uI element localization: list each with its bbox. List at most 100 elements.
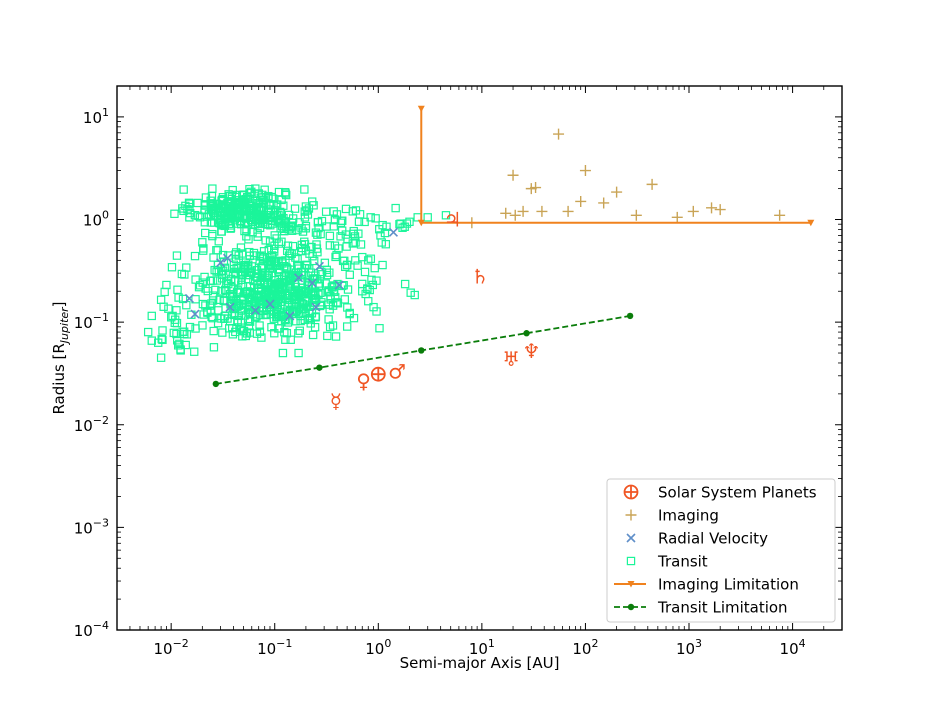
transit-series bbox=[143, 184, 451, 362]
legend-box bbox=[606, 478, 836, 623]
transit-point bbox=[381, 240, 391, 249]
transit-point bbox=[225, 317, 235, 326]
transit-point bbox=[333, 299, 343, 308]
imaging-point bbox=[687, 205, 699, 217]
transit-point bbox=[325, 231, 335, 241]
transit-point bbox=[308, 330, 318, 340]
transit-point bbox=[314, 223, 323, 233]
transit-point bbox=[190, 251, 200, 261]
transit-point bbox=[255, 321, 264, 330]
transit-point bbox=[162, 280, 171, 290]
transit-point bbox=[292, 297, 301, 306]
transit-point bbox=[305, 309, 314, 318]
transit-point bbox=[282, 246, 292, 256]
legend-label: Imaging Limitation bbox=[658, 576, 799, 594]
transit-point bbox=[211, 285, 220, 295]
transit-point bbox=[258, 213, 267, 222]
transit-point bbox=[252, 266, 262, 275]
transit-point bbox=[147, 336, 156, 345]
transit-point bbox=[258, 254, 268, 263]
y-tick-label: 101 bbox=[83, 106, 109, 127]
transit-point bbox=[262, 273, 271, 282]
transit-point bbox=[312, 275, 322, 284]
transit-point bbox=[281, 335, 290, 344]
transit-point bbox=[305, 315, 314, 324]
transit-point bbox=[337, 226, 347, 235]
transit-point bbox=[185, 322, 195, 332]
transit-point bbox=[243, 287, 252, 296]
transit-point bbox=[231, 250, 240, 259]
transit-point bbox=[277, 292, 287, 301]
transit-point bbox=[369, 302, 378, 312]
transit-point bbox=[255, 327, 265, 336]
transit-point bbox=[156, 295, 166, 305]
transit-point bbox=[212, 276, 222, 285]
transit-limitation-marker bbox=[626, 312, 634, 320]
legend: Solar System Planets Imaging Radial Veloci… bbox=[606, 478, 836, 623]
solar-system-planets-series: ☿ ♀ ♂ ♃ ♄ ♅ ♆ bbox=[330, 208, 541, 413]
transit-point bbox=[341, 204, 351, 214]
radial-velocity-point bbox=[250, 305, 260, 316]
transit-point bbox=[358, 287, 367, 296]
transit-point bbox=[251, 184, 260, 193]
imaging-point bbox=[706, 202, 718, 214]
transit-point bbox=[255, 204, 264, 214]
transit-point bbox=[178, 204, 187, 213]
transit-point bbox=[273, 292, 282, 301]
transit-point bbox=[167, 263, 177, 272]
imaging-point bbox=[646, 178, 658, 190]
transit-point bbox=[278, 259, 287, 268]
transit-point bbox=[226, 223, 236, 233]
transit-point bbox=[301, 246, 311, 255]
transit-point bbox=[272, 211, 282, 220]
legend-label: Radial Velocity bbox=[658, 530, 768, 548]
transit-point bbox=[266, 205, 276, 214]
transit-point bbox=[351, 206, 361, 215]
transit-point bbox=[231, 269, 240, 279]
imaging-point bbox=[517, 205, 529, 217]
transit-point bbox=[332, 250, 341, 260]
transit-point bbox=[209, 343, 219, 352]
transit-point bbox=[325, 305, 334, 314]
transit-point bbox=[208, 291, 218, 300]
transit-point bbox=[441, 211, 451, 220]
transit-point bbox=[154, 338, 163, 347]
transit-point bbox=[198, 321, 207, 330]
transit-point bbox=[310, 256, 319, 266]
transit-point bbox=[234, 263, 243, 272]
legend-marker-transit-limitation bbox=[627, 603, 635, 611]
transit-point bbox=[218, 193, 228, 202]
transit-point bbox=[360, 267, 370, 277]
transit-point bbox=[360, 217, 369, 227]
transit-point bbox=[257, 214, 266, 224]
legend-marker-solar-system-cross bbox=[624, 485, 638, 499]
transit-point bbox=[300, 237, 309, 246]
planet-venus-marker: ♀ bbox=[356, 369, 371, 393]
transit-point bbox=[236, 220, 246, 229]
transit-point bbox=[366, 254, 376, 263]
transit-point bbox=[301, 224, 311, 233]
transit-point bbox=[378, 260, 387, 270]
transit-point bbox=[227, 274, 236, 284]
transit-point bbox=[224, 205, 234, 215]
transit-point bbox=[330, 241, 340, 250]
legend-marker-imaging bbox=[625, 509, 637, 521]
transit-point bbox=[423, 213, 432, 222]
transit-point bbox=[367, 275, 376, 285]
transit-point bbox=[351, 238, 360, 247]
legend-label: Imaging bbox=[658, 507, 719, 525]
transit-point bbox=[301, 287, 310, 296]
transit-point bbox=[300, 240, 310, 249]
transit-point bbox=[345, 308, 354, 318]
imaging-point bbox=[774, 209, 786, 221]
y-tick-label: 100 bbox=[83, 209, 109, 230]
imaging-point bbox=[500, 207, 512, 219]
transit-point bbox=[209, 326, 218, 336]
transit-point bbox=[325, 241, 335, 250]
imaging-point bbox=[671, 211, 683, 223]
transit-point bbox=[200, 272, 209, 282]
transit-point bbox=[248, 215, 257, 225]
transit-point bbox=[267, 322, 276, 332]
transit-point bbox=[406, 288, 415, 297]
